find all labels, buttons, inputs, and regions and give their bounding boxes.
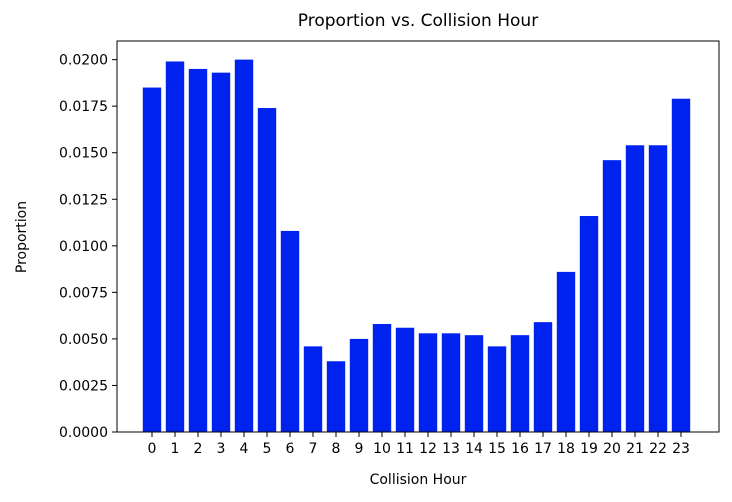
bar-hour-7	[303, 346, 323, 432]
y-tick-label: 0.0150	[59, 146, 108, 162]
bar-hour-2	[188, 68, 208, 433]
bar-hour-0	[142, 87, 162, 433]
bar-hour-22	[648, 145, 668, 432]
x-tick-label: 14	[465, 441, 483, 457]
bar-hour-14	[464, 335, 484, 432]
y-tick-label: 0.0075	[59, 285, 108, 301]
bar-hour-8	[326, 361, 346, 432]
x-tick-label: 7	[309, 441, 318, 457]
x-tick-label: 13	[442, 441, 460, 457]
bar-hour-12	[418, 333, 438, 432]
x-tick-label: 6	[286, 441, 295, 457]
x-tick-label: 22	[649, 441, 667, 457]
bar-hour-4	[234, 59, 254, 433]
x-tick-label: 3	[217, 441, 226, 457]
x-tick-label: 1	[171, 441, 180, 457]
y-tick-label: 0.0000	[59, 425, 108, 441]
x-tick-label: 21	[626, 441, 644, 457]
x-axis: 0 1 2 3 4 5 6 7 8 9 10 11 12 13 14 15 16 17 18 19 20 21 22 23	[148, 432, 690, 457]
plot-frame	[116, 40, 720, 433]
y-tick-label: 0.0050	[59, 332, 108, 348]
x-tick-label: 23	[672, 441, 690, 457]
y-tick-label: 0.0175	[59, 99, 108, 115]
x-tick-label: 0	[148, 441, 157, 457]
bar-hour-3	[211, 72, 231, 433]
x-axis-label: Collision Hour	[370, 472, 467, 488]
bar-hour-1	[165, 61, 185, 432]
bar-hour-13	[441, 333, 461, 432]
bar-hour-15	[487, 346, 507, 432]
bar-hour-21	[625, 145, 645, 432]
bar-hour-23	[671, 98, 691, 432]
x-tick-label: 17	[534, 441, 552, 457]
x-tick-label: 16	[511, 441, 529, 457]
bar-hour-19	[579, 216, 599, 432]
x-tick-label: 2	[194, 441, 203, 457]
y-axis: 0.0000 0.0025 0.0050 0.0075 0.0100 0.0125 0.01…	[59, 53, 117, 441]
y-axis-label: Proportion	[14, 201, 30, 273]
bar-hour-11	[395, 327, 415, 432]
x-tick-label: 8	[332, 441, 341, 457]
y-tick-label: 0.0100	[59, 239, 108, 255]
x-tick-label: 9	[355, 441, 364, 457]
y-tick-label: 0.0025	[59, 378, 108, 394]
chart-title: Proportion vs. Collision Hour	[298, 11, 538, 31]
x-tick-label: 5	[263, 441, 272, 457]
x-tick-label: 15	[488, 441, 506, 457]
x-tick-label: 10	[373, 441, 391, 457]
x-tick-label: 4	[240, 441, 249, 457]
bar-hour-17	[533, 322, 553, 432]
bar-hour-5	[257, 108, 277, 432]
y-tick-label: 0.0200	[59, 53, 108, 69]
y-tick-label: 0.0125	[59, 192, 108, 208]
bar-hour-9	[349, 338, 369, 432]
bar-hour-20	[602, 160, 622, 432]
x-tick-label: 12	[419, 441, 437, 457]
bar-hour-10	[372, 324, 392, 432]
bar-hour-18	[556, 271, 576, 432]
bar-hour-16	[510, 335, 530, 432]
bars-group	[142, 59, 691, 433]
x-tick-label: 11	[396, 441, 414, 457]
bar-hour-6	[280, 230, 300, 432]
x-tick-label: 20	[603, 441, 621, 457]
x-tick-label: 18	[557, 441, 575, 457]
x-tick-label: 19	[580, 441, 598, 457]
